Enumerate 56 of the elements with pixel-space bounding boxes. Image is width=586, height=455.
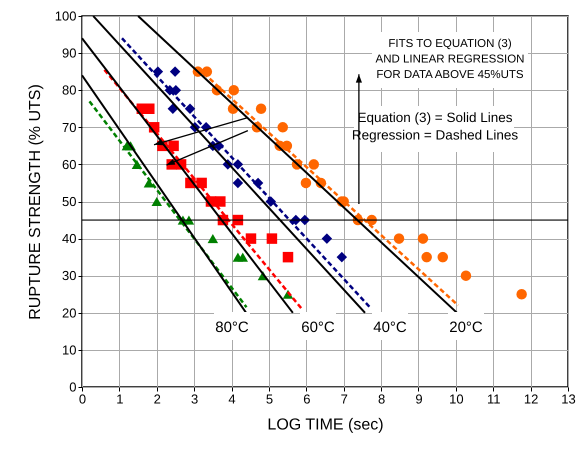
point (168, 140, 179, 152)
x-tick-label: 6 (303, 392, 310, 406)
y-tick-label: 20 (62, 305, 76, 320)
x-tick-label: 13 (561, 392, 576, 406)
point (438, 252, 448, 262)
point (308, 159, 320, 170)
x-tick-label: 8 (378, 392, 386, 406)
y-tick-label: 30 (62, 268, 76, 284)
annotation: FITS TO EQUATION (3) AND LINEAR REGRESSION FOR DATA ABOVE 45%UTS (376, 38, 524, 81)
point (208, 234, 218, 244)
x-tick-label: 5 (266, 392, 274, 406)
y-axis-title: RUPTURE STRENGTH (% UTS) (26, 84, 44, 320)
point (246, 233, 256, 244)
x-tick-label: 12 (524, 392, 538, 406)
y-tick-label: 50 (62, 194, 76, 209)
point (232, 178, 244, 188)
y-tick-label: 10 (62, 342, 76, 358)
x-tick-label: 3 (191, 392, 198, 406)
x-tick-label: 0 (78, 392, 86, 406)
point (460, 270, 472, 281)
y-tick-label: 90 (62, 46, 76, 61)
point (421, 252, 432, 262)
annotation: 40°C (373, 319, 407, 336)
point (418, 233, 428, 244)
y-tick-label: 70 (62, 120, 76, 135)
point (170, 66, 180, 77)
point (322, 233, 332, 244)
y-tick-label: 80 (62, 82, 76, 98)
point (256, 104, 266, 114)
x-tick-label: 7 (340, 392, 348, 406)
point (238, 252, 248, 262)
point (394, 233, 404, 244)
y-tick-label: 0 (69, 380, 76, 394)
point (168, 104, 178, 114)
annotation: 60°C (301, 319, 335, 336)
point (215, 196, 226, 207)
x-tick-label: 9 (415, 392, 423, 406)
point (266, 233, 278, 244)
annotation: 80°C (215, 319, 249, 336)
y-tick-label: 60 (62, 156, 76, 172)
x-tick-label: 10 (449, 392, 464, 406)
x-tick-label: 2 (154, 392, 161, 406)
point (278, 122, 288, 133)
point (516, 289, 527, 300)
y-tick-label: 40 (62, 231, 76, 246)
point (300, 178, 312, 188)
point (282, 252, 294, 262)
point (152, 196, 162, 206)
x-tick-label: 1 (116, 392, 124, 406)
annotation: 20°C (449, 319, 483, 336)
point (336, 252, 348, 262)
point (228, 84, 240, 96)
y-tick-label: 100 (54, 8, 76, 24)
x-tick-label: 4 (228, 392, 236, 406)
x-axis-title: LOG TIME (sec) (267, 416, 384, 434)
x-tick-label: 11 (486, 392, 500, 406)
